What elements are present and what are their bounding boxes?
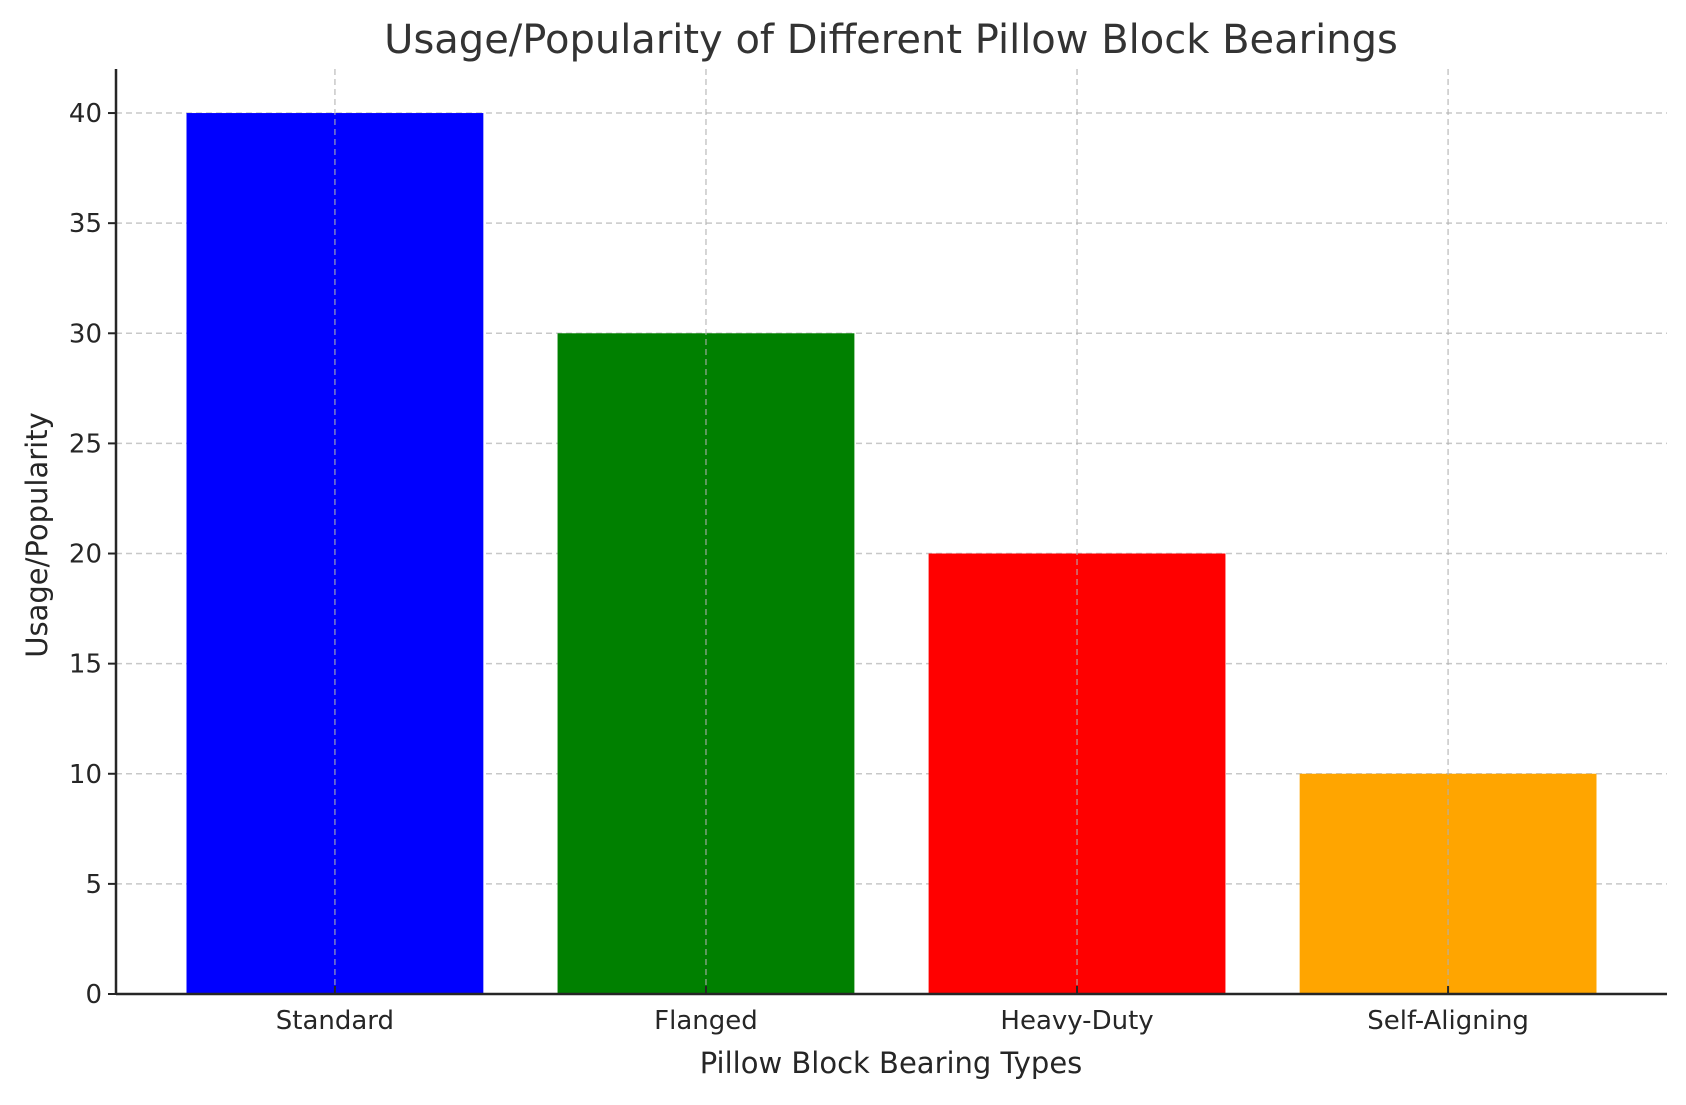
x-tick-label: Heavy-Duty [1000,1006,1153,1036]
x-ticks: Standard Flanged Heavy-Duty Self-Aligning [276,986,1529,1036]
y-tick-label: 10 [69,760,102,790]
y-tick-label: 30 [69,319,102,349]
y-tick-label: 5 [85,870,102,900]
chart-title: Usage/Popularity of Different Pillow Blo… [384,17,1398,63]
y-axis-label: Usage/Popularity [20,412,54,657]
x-tick-label: Self-Aligning [1367,1006,1529,1036]
x-tick-label: Standard [276,1006,394,1036]
x-axis-label: Pillow Block Bearing Types [700,1046,1083,1080]
y-tick-label: 40 [69,99,102,129]
y-tick-label: 35 [69,209,102,239]
y-tick-label: 25 [69,429,102,459]
vertical-grid [334,69,1449,994]
y-tick-label: 0 [85,980,102,1010]
x-tick-label: Flanged [654,1006,758,1036]
y-ticks: 0 5 10 15 20 25 30 35 40 [69,99,116,1010]
y-tick-label: 15 [69,650,102,680]
y-tick-label: 20 [69,540,102,570]
